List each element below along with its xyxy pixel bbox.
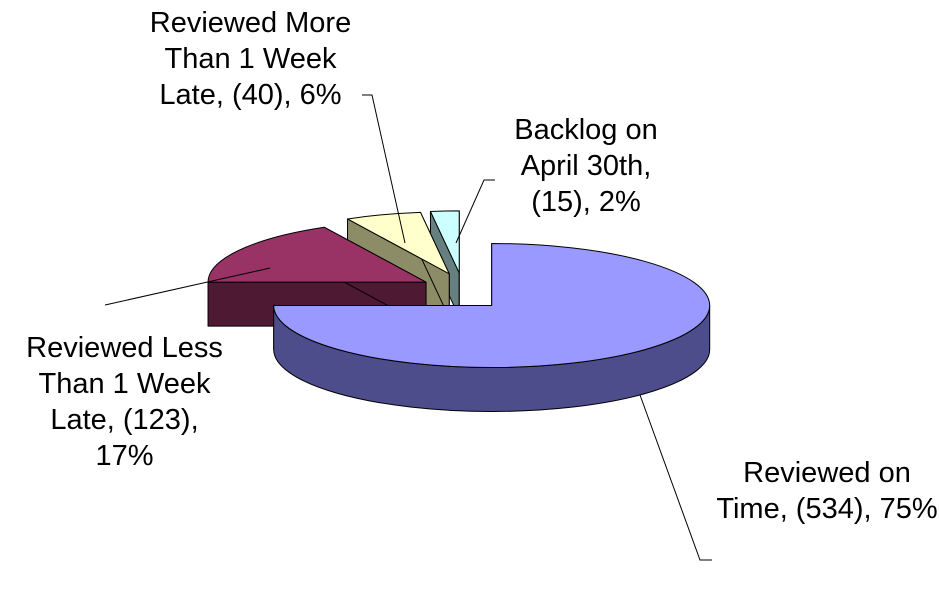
slice-label: Reviewed Less Than 1 Week Late, (123), 1… <box>26 332 223 472</box>
slice <box>273 243 711 369</box>
slice <box>347 211 450 275</box>
leader-line <box>104 267 271 306</box>
slice <box>429 210 460 274</box>
leader-line <box>362 94 406 244</box>
leader-line <box>455 179 495 244</box>
leader-line <box>639 394 712 561</box>
slice-label: Backlog on April 30th, (15), 2% <box>514 114 658 218</box>
slice-label: Reviewed on Time, (534), 75% <box>716 457 938 525</box>
slice-label: Reviewed More Than 1 Week Late, (40), 6% <box>149 7 352 111</box>
slice <box>207 226 427 283</box>
